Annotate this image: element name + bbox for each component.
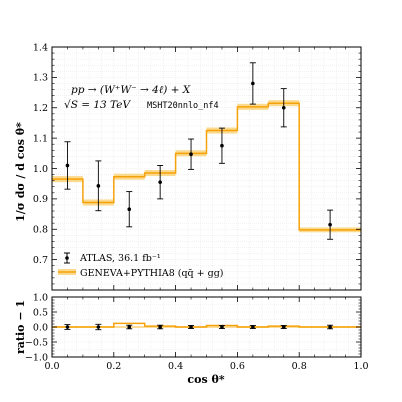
legend-data-marker [64,252,70,264]
data-point [157,324,164,330]
legend-mc-label: GENEVA+PYTHIA8 (qq̄ + gg) [80,268,224,279]
data-marker [251,325,255,329]
x-tick-label: 0.0 [44,361,59,372]
legend: ATLAS, 36.1 fb⁻¹ GENEVA+PYTHIA8 (qq̄ + g… [58,252,224,279]
data-marker [281,325,286,329]
data-point [280,88,287,128]
data-marker [65,163,70,168]
legend-mc-swatch [58,269,76,275]
data-marker [220,143,224,148]
data-marker [96,325,101,329]
data-point [218,325,225,329]
x-tick-label: 0.6 [230,361,245,372]
data-point [218,127,225,164]
data-marker [189,325,193,329]
main-y-tick-label: 1.1 [33,133,48,144]
main-y-tick-label: 1.0 [33,164,48,175]
data-point [249,62,256,105]
ratio-y-tick-label: −0.5 [25,337,48,348]
ratio-y-axis-label: ratio − 1 [14,300,27,354]
axes [51,46,362,358]
data-marker [127,207,132,212]
data-marker [220,325,224,329]
ratio-y-tick-label: −1.0 [25,352,48,363]
ratio-y-tick-label: 1.0 [33,292,48,303]
data-marker [251,81,255,86]
data-point [95,160,102,212]
x-tick-label: 0.2 [106,361,121,372]
data-point [64,324,71,330]
main-y-tick-label: 1.2 [33,103,48,114]
data-marker [96,184,101,188]
legend-data-label: ATLAS, 36.1 fb⁻¹ [79,253,161,264]
x-tick-label: 0.4 [168,361,183,372]
x-axis-label: cos θ* [187,373,224,386]
main-y-axis-label: 1/σ dσ / d cos θ* [14,122,27,222]
main-y-tick-label: 0.7 [33,255,48,266]
data-point [126,191,133,228]
main-y-tick-label: 1.3 [33,73,48,84]
main-y-tick-label: 1.4 [33,42,48,53]
data-marker [328,325,332,329]
ratio-y-tick-label: 0.5 [33,307,48,318]
annotation-process: pp → (W⁺W⁻ → 4ℓ) + X [71,84,191,96]
data-marker [127,325,132,329]
x-tick-label: 0.8 [292,361,307,372]
data-point [188,325,195,329]
data-marker [158,180,162,184]
data-marker [189,152,193,157]
data-point [157,165,164,200]
main-y-tick-label: 0.8 [33,225,48,236]
data-point [280,325,287,329]
annotation-pdf: MSHT20nnlo_nf4 [147,101,219,111]
annotation-energy: √S = 13 TeV [64,99,131,111]
ratio-y-tick-label: 0.0 [33,322,48,333]
data-point [327,324,334,330]
mc-step-line [52,322,361,328]
data-marker [328,222,332,227]
data-marker [158,325,162,329]
data-point [64,141,71,190]
data-point [126,324,133,330]
data-marker [65,325,70,329]
data-point [188,138,195,170]
annotation: pp → (W⁺W⁻ → 4ℓ) + X √S = 13 TeV MSHT20n… [64,84,219,111]
data-marker [281,105,286,110]
tick-labels: 0.7 0.8 0.9 1.0 1.1 1.2 1.3 1.4 −1.0 −0.5 0.0 0.5 1.… [25,42,369,372]
ratio-plot-marks [52,322,361,331]
data-point [249,325,256,329]
main-plot-marks [52,62,361,240]
data-point [95,323,102,331]
data-point [327,209,334,240]
x-tick-label: 1.0 [353,361,368,372]
main-y-tick-label: 0.9 [33,194,48,205]
